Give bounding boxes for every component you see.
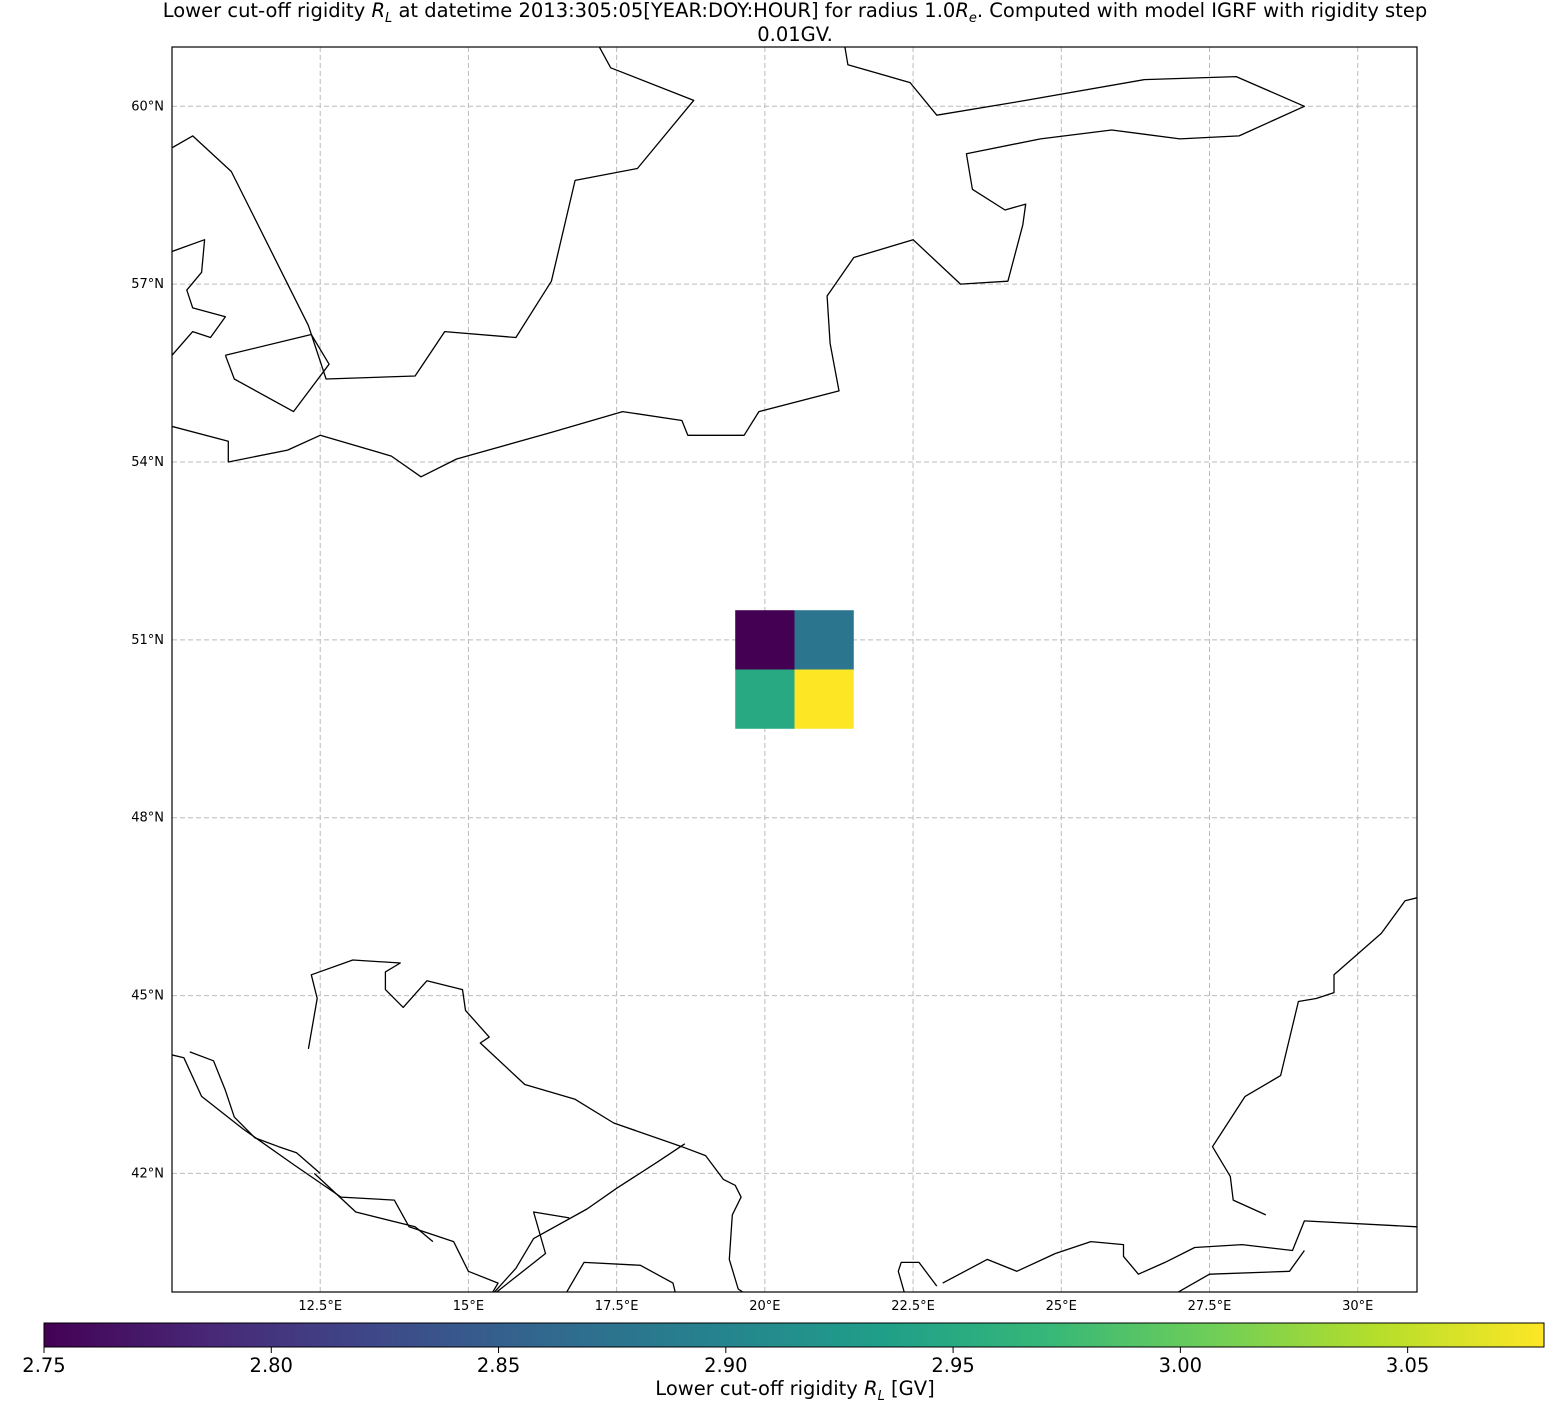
y-tick-label: 57°N	[131, 277, 164, 292]
colorbar-tick-label: 2.85	[477, 1354, 520, 1377]
title-symbol: R	[371, 0, 385, 22]
colorbar-label-symbol: R	[864, 1377, 878, 1400]
colorbar-label-prefix: Lower cut-off rigidity	[655, 1377, 864, 1400]
coastline-12	[942, 1220, 1417, 1284]
title-radius-subscript: e	[969, 11, 977, 26]
coastline-8	[493, 1143, 686, 1292]
y-tick-label: 51°N	[131, 633, 164, 648]
colorbar-gradient	[43, 1322, 1545, 1348]
colorbar-tick-label: 2.95	[931, 1354, 974, 1377]
longitude-tick-labels: 12.5°E 15°E 17.5°E 20°E 22.5°E 25°E 27.5°E 30°E	[298, 1299, 1373, 1314]
colorbar-label: Lower cut-off rigidity RL [GV]	[655, 1377, 934, 1404]
y-tick-label: 54°N	[131, 455, 164, 470]
x-tick-label: 15°E	[453, 1299, 484, 1314]
heatmap-cell-3	[794, 669, 854, 729]
x-tick-label: 30°E	[1342, 1299, 1373, 1314]
y-tick-label: 45°N	[131, 989, 164, 1004]
heatmap-cell-1	[794, 610, 854, 670]
title-symbol-subscript: L	[385, 11, 392, 26]
y-tick-label: 48°N	[131, 811, 164, 826]
title-suffix: . Computed with model IGRF with rigidity…	[977, 0, 1427, 22]
colorbar-label-suffix: [GV]	[885, 1377, 935, 1400]
colorbar: 2.75 2.80 2.85 2.90 2.95 3.00 3.05 Lower cut-o…	[22, 1322, 1545, 1404]
heatmap-cells	[735, 610, 854, 729]
chart-title-line-2: 0.01GV.	[757, 23, 833, 46]
x-tick-label: 22.5°E	[891, 1299, 935, 1314]
coastline-4	[307, 959, 744, 1292]
x-tick-label: 25°E	[1046, 1299, 1077, 1314]
x-tick-label: 20°E	[749, 1299, 780, 1314]
colorbar-tick-label: 2.80	[250, 1354, 293, 1377]
coastlines	[172, 47, 1417, 1292]
title-prefix: Lower cut-off rigidity	[163, 0, 372, 22]
coastline-11	[897, 1261, 938, 1292]
heatmap-cell-2	[735, 669, 795, 729]
colorbar-tick-label: 2.75	[22, 1354, 65, 1377]
y-tick-label: 60°N	[131, 99, 164, 114]
colorbar-ticks: 2.75 2.80 2.85 2.90 2.95 3.00 3.05	[22, 1347, 1429, 1377]
coastline-1	[172, 239, 227, 356]
latitude-tick-labels: 42°N 45°N 48°N 51°N 54°N 57°N 60°N	[131, 99, 164, 1181]
coastline-3	[172, 47, 1306, 478]
colorbar-tick-label: 3.05	[1386, 1354, 1429, 1377]
coastline-10	[495, 1211, 570, 1292]
x-tick-label: 17.5°E	[595, 1299, 639, 1314]
coastline-6	[565, 1261, 676, 1292]
x-tick-label: 12.5°E	[298, 1299, 342, 1314]
coastline-14	[1211, 897, 1417, 1216]
colorbar-tick-label: 2.90	[704, 1354, 747, 1377]
coastline-13	[1177, 1250, 1305, 1292]
chart-title-line-1: Lower cut-off rigidity RL at datetime 20…	[163, 0, 1428, 26]
colorbar-label-subscript: L	[878, 1389, 885, 1404]
title-radius-symbol: R	[955, 0, 969, 22]
heatmap-cell-0	[735, 610, 795, 670]
coastline-0	[172, 47, 695, 380]
map-frame	[171, 46, 1418, 1293]
coastline-2	[224, 333, 330, 413]
coastline-9	[313, 1172, 434, 1243]
y-tick-label: 42°N	[131, 1166, 164, 1181]
x-tick-label: 27.5°E	[1188, 1299, 1232, 1314]
coastline-7	[189, 1051, 321, 1174]
title-middle: at datetime 2013:305:05[YEAR:DOY:HOUR] f…	[392, 0, 955, 22]
colorbar-tick-label: 3.00	[1159, 1354, 1202, 1377]
coastline-5	[172, 1054, 499, 1292]
